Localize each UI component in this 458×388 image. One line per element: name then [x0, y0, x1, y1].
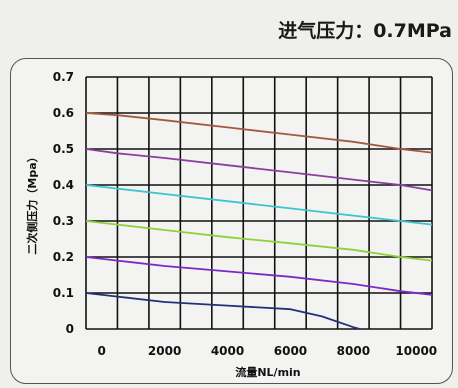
y-tick-label: 0.5: [53, 142, 74, 156]
y-tick-label: 0.2: [53, 250, 74, 264]
y-tick-label: 0.7: [53, 70, 74, 84]
tick-labels: 0 0.1 0.2 0.3 0.4 0.5 0.6 0.7 0 2000 4000 6000 8000 1…: [53, 70, 437, 358]
series-line-3: [85, 220, 433, 262]
y-tick-label: 0.4: [53, 178, 74, 192]
x-tick-label: 6000: [274, 344, 307, 358]
x-tick-label: 4000: [211, 344, 244, 358]
series-line-2: [85, 184, 433, 226]
y-tick-label: 0: [66, 322, 74, 336]
x-tick-label: 2000: [148, 344, 181, 358]
series-line-1: [85, 148, 433, 192]
series-line-4: [85, 256, 433, 296]
x-tick-label: 8000: [337, 344, 370, 358]
x-tick-label: 10000: [395, 344, 437, 358]
y-tick-label: 0.1: [53, 286, 74, 300]
y-tick-label: 0.3: [53, 214, 74, 228]
y-axis-label: 二次侧压力（Mpa）: [25, 151, 39, 254]
grid: [85, 76, 433, 330]
x-axis-label: 流量NL/min: [235, 365, 300, 379]
x-tick-label: 0: [98, 344, 106, 358]
y-tick-label: 0.6: [53, 106, 74, 120]
series-line-0: [85, 112, 433, 154]
series-line-5: [85, 292, 360, 330]
series-group: [85, 112, 433, 330]
chart-title: 进气压力：0.7MPa: [278, 20, 452, 42]
